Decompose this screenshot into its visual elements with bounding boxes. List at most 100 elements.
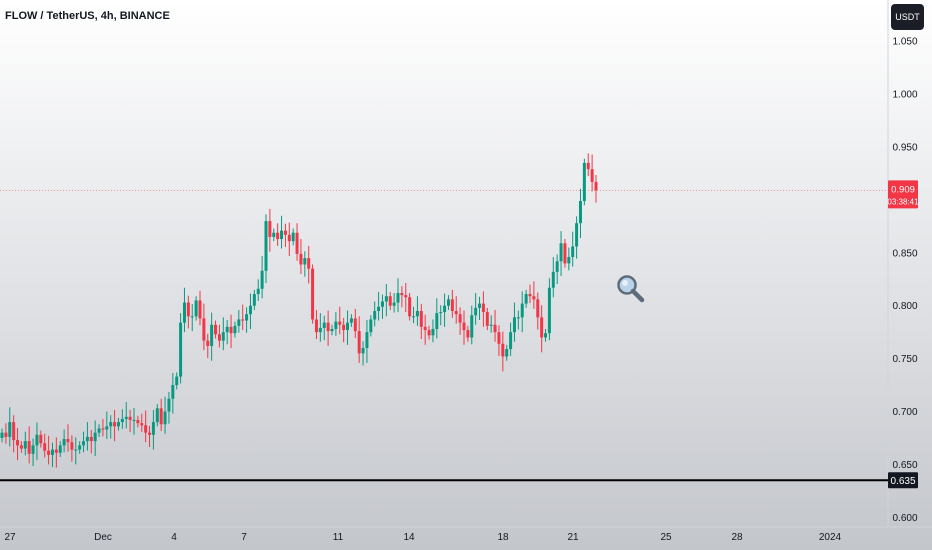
candle-body (194, 300, 198, 317)
candle-body (536, 299, 540, 318)
candle-body (214, 324, 218, 335)
level-price-label: 0.635 (890, 476, 915, 487)
candle-body (377, 306, 381, 312)
candle-body (408, 297, 412, 317)
candle-body (268, 221, 272, 237)
candle-body (105, 426, 109, 430)
candle-body (144, 425, 148, 433)
candle-body (497, 332, 501, 344)
candle-body (82, 441, 86, 446)
last-price-label: 0.909 (891, 184, 915, 195)
candle-body (233, 325, 237, 334)
x-tick-label: 25 (660, 532, 672, 543)
magnifier-icon (617, 275, 645, 303)
y-tick-label: 0.800 (892, 301, 917, 312)
candle-body (171, 385, 175, 399)
candle-body (575, 223, 579, 247)
candle-body (27, 441, 31, 454)
candle-body (101, 428, 105, 430)
candle-body (532, 296, 536, 300)
candle-body (167, 398, 171, 412)
candle-body (8, 422, 12, 437)
candle-body (190, 316, 194, 318)
currency-button[interactable]: USDT (891, 4, 924, 30)
candle-body (120, 418, 124, 423)
candle-body (594, 181, 598, 191)
candle-body (182, 302, 186, 323)
candle-body (66, 439, 70, 443)
candle-body (470, 315, 474, 338)
candle-body (252, 294, 256, 306)
candle-body (474, 307, 478, 316)
candle-body (186, 302, 190, 317)
candle-body (248, 305, 252, 315)
candle-body (493, 324, 497, 333)
candle-body (159, 408, 163, 425)
y-tick-label: 0.600 (892, 513, 917, 524)
candle-body (155, 408, 159, 423)
candle-body (505, 349, 509, 357)
candle-body (388, 296, 392, 306)
candle-body (373, 311, 377, 320)
candle-body (229, 326, 233, 334)
candle-body (512, 317, 516, 333)
candle-body (586, 162, 590, 170)
bar-countdown-label: 03:38:41 (887, 197, 919, 206)
candle-body (0, 432, 4, 438)
candle-body (590, 169, 594, 182)
candle-body (361, 348, 365, 354)
candle-body (478, 303, 482, 308)
candle-body (124, 416, 128, 419)
level-price-tag (888, 472, 918, 489)
last-price-tag (888, 180, 918, 209)
candle-body (210, 324, 214, 346)
candle-body (58, 445, 62, 453)
candle-body (85, 436, 89, 442)
candle-body (163, 411, 167, 425)
candle-body (62, 439, 66, 446)
candle-body (439, 312, 443, 314)
candle-body (489, 324, 493, 326)
x-tick-label: 21 (567, 532, 579, 543)
candle-body (509, 332, 513, 350)
x-tick-label: 27 (4, 532, 16, 543)
chart-title: FLOW / TetherUS, 4h, BINANCE (5, 10, 170, 22)
candle-body (419, 311, 423, 327)
candle-body (221, 332, 225, 341)
x-tick-label: 14 (403, 532, 415, 543)
candle-body (559, 243, 563, 262)
candle-body (12, 422, 16, 441)
candle-body (179, 322, 183, 377)
candle-body (462, 322, 466, 331)
candle-body (443, 305, 447, 313)
candle-body (175, 376, 179, 386)
candle-body (89, 436, 93, 442)
candle-body (4, 432, 8, 437)
candle-body (400, 293, 404, 296)
x-tick-label: 2024 (819, 532, 842, 543)
candle-body (520, 303, 524, 318)
candle-body (516, 317, 520, 319)
candle-body (423, 326, 427, 331)
candle-body (326, 322, 330, 332)
candle-body (567, 257, 571, 264)
candle-body (50, 449, 54, 455)
candle-body (35, 434, 39, 446)
candle-body (136, 419, 140, 424)
candle-body (547, 287, 551, 334)
candle-body (272, 232, 276, 237)
candle-body (93, 432, 97, 442)
candle-body (287, 234, 291, 242)
candle-body (555, 261, 559, 272)
candle-body (540, 317, 544, 338)
candle-body (132, 419, 136, 421)
candle-body (140, 423, 144, 426)
candle-body (295, 232, 299, 254)
candle-body (47, 450, 51, 455)
candle-body (450, 299, 454, 312)
candle-body (217, 334, 221, 341)
candle-body (39, 434, 43, 444)
y-tick-label: 0.650 (892, 460, 917, 471)
